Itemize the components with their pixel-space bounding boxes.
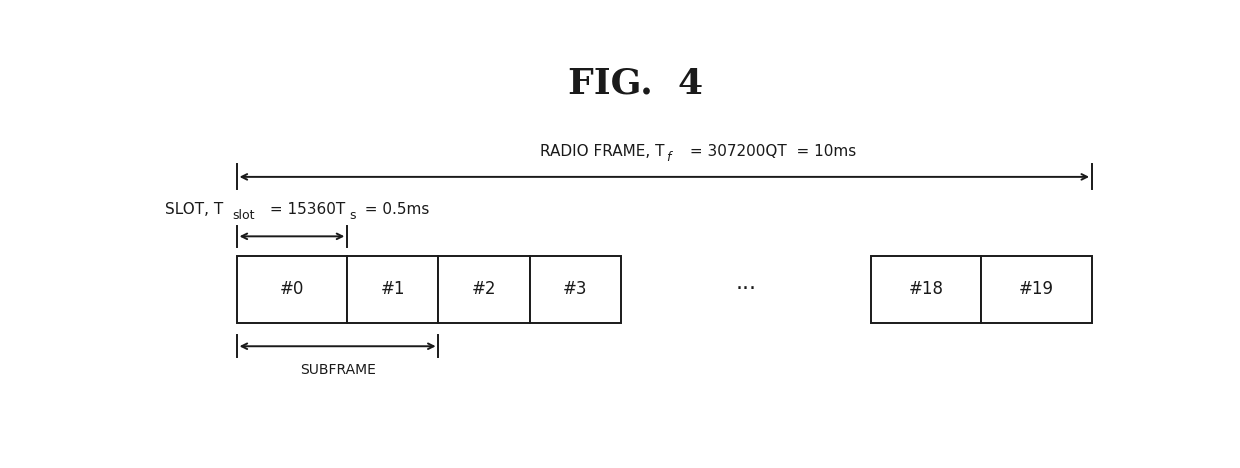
Text: RADIO FRAME, T: RADIO FRAME, T (539, 144, 665, 159)
Text: f: f (666, 151, 671, 164)
Text: FIG.  4: FIG. 4 (568, 67, 703, 101)
Bar (439, 256, 529, 323)
Bar (529, 256, 621, 323)
Text: #18: #18 (909, 280, 944, 299)
Bar (347, 256, 439, 323)
Text: #2: #2 (472, 280, 496, 299)
Text: s: s (350, 209, 356, 222)
Text: = 307200QT  = 10ms: = 307200QT = 10ms (686, 144, 857, 159)
Text: #1: #1 (381, 280, 405, 299)
Text: SUBFRAME: SUBFRAME (300, 363, 376, 377)
Text: slot: slot (232, 209, 254, 222)
Text: = 15360T: = 15360T (264, 202, 345, 217)
Text: #19: #19 (1019, 280, 1054, 299)
Text: #3: #3 (563, 280, 588, 299)
Text: #0: #0 (280, 280, 304, 299)
Text: ···: ··· (735, 279, 756, 300)
Bar (870, 256, 982, 323)
Bar (237, 256, 347, 323)
Text: = 0.5ms: = 0.5ms (355, 202, 429, 217)
Text: SLOT, T: SLOT, T (165, 202, 223, 217)
Bar (982, 256, 1092, 323)
